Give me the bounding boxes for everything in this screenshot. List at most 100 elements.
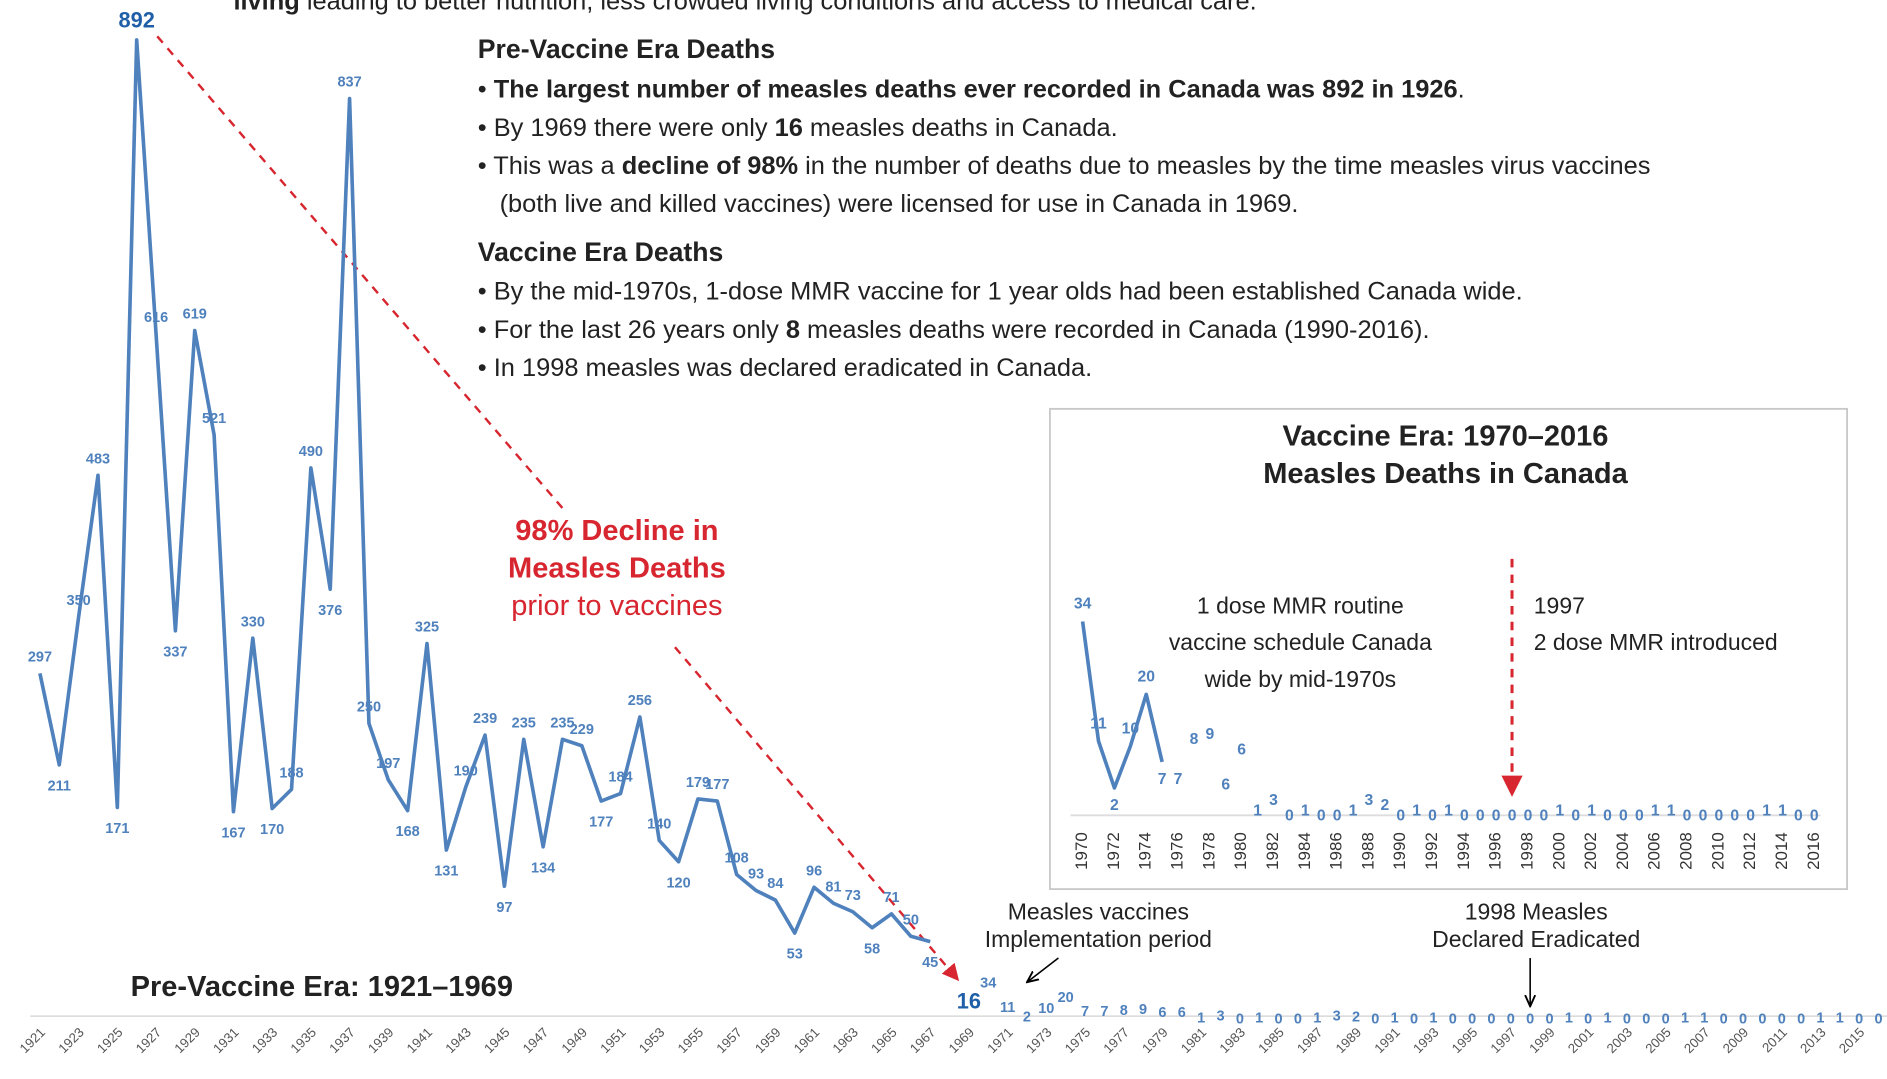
x-tick-label: 1984	[1295, 832, 1314, 870]
data-label: 1	[1762, 802, 1771, 819]
x-tick-label: 1937	[326, 1025, 358, 1057]
data-label: 8	[1190, 731, 1199, 748]
data-label: 58	[864, 941, 880, 957]
data-label: 0	[1730, 808, 1739, 825]
data-label: 53	[787, 947, 803, 963]
data-line	[38, 38, 931, 944]
bold-run: 16	[775, 114, 803, 142]
data-label: 20	[1058, 990, 1074, 1006]
data-label: 1	[1412, 802, 1421, 819]
data-label: 256	[628, 693, 652, 709]
x-tick-label: 1965	[868, 1025, 900, 1057]
x-tick-label: 1974	[1136, 832, 1155, 870]
x-tick-label: 2011	[1759, 1025, 1790, 1056]
x-tick-label: 1939	[365, 1025, 397, 1057]
data-label: 483	[86, 451, 110, 467]
section-heading: Pre-Vaccine Era Deaths	[478, 34, 775, 64]
data-label: 0	[1333, 808, 1342, 825]
bold-run: The largest number of measles deaths eve…	[494, 75, 1458, 103]
x-tick-label: 1953	[636, 1025, 668, 1057]
annotation: 1997	[1534, 592, 1585, 618]
data-label: 1	[1391, 1010, 1399, 1026]
data-label: 616	[144, 310, 168, 326]
data-label: 0	[1524, 808, 1533, 825]
x-tick-label: 1947	[520, 1025, 552, 1057]
data-label: 170	[260, 822, 284, 838]
data-label: 1	[1816, 1010, 1824, 1026]
x-tick-label: 2002	[1581, 832, 1600, 870]
x-tick-label: 1949	[559, 1025, 591, 1057]
data-label: 376	[318, 603, 342, 619]
data-label: 2	[1023, 1009, 1031, 1025]
bold-run: decline of 98%	[622, 152, 798, 180]
data-label: 0	[1699, 808, 1708, 825]
annotation: wide by mid-1970s	[1204, 666, 1397, 692]
data-label: 0	[1810, 808, 1819, 825]
data-label: 1	[1313, 1010, 1321, 1026]
data-label: 0	[1797, 1012, 1805, 1028]
x-tick-label: 2015	[1836, 1025, 1868, 1057]
x-tick-label: 1976	[1168, 832, 1187, 870]
data-label: 3	[1333, 1008, 1341, 1024]
data-label: 20	[1137, 669, 1155, 686]
x-tick-label: 1970	[1072, 832, 1091, 870]
bullet: • By the mid-1970s, 1-dose MMR vaccine f…	[478, 277, 1523, 305]
data-label: 1	[1253, 802, 1262, 819]
data-label: 96	[806, 863, 822, 879]
data-label: 1	[1836, 1010, 1844, 1026]
data-label: 6	[1178, 1005, 1186, 1021]
data-label: 0	[1492, 808, 1501, 825]
x-tick-label: 1921	[17, 1025, 49, 1057]
x-tick-label: 1959	[752, 1025, 784, 1057]
x-tick-label: 1931	[210, 1025, 242, 1057]
x-tick-label: 1929	[171, 1025, 203, 1057]
data-label: 0	[1855, 1012, 1863, 1028]
data-label: 81	[825, 879, 841, 895]
data-label: 0	[1476, 808, 1485, 825]
data-label: 93	[748, 867, 764, 883]
x-tick-label: 1945	[481, 1025, 513, 1057]
x-tick-label: 1925	[94, 1025, 126, 1057]
data-label: 3	[1269, 792, 1278, 809]
x-tick-label: 1993	[1410, 1025, 1442, 1057]
data-label: 0	[1294, 1012, 1302, 1028]
bullet: • This was a decline of 98% in the numbe…	[478, 152, 1651, 180]
x-tick-label: 2014	[1772, 832, 1791, 870]
data-label: 0	[1468, 1012, 1476, 1028]
data-label: 50	[903, 912, 919, 928]
data-label: 0	[1571, 808, 1580, 825]
data-label: 350	[67, 593, 91, 609]
data-label: 3	[1216, 1008, 1224, 1024]
x-tick-label: 2010	[1708, 832, 1727, 870]
x-tick-label: 1978	[1199, 832, 1218, 870]
data-label: 235	[512, 715, 536, 731]
data-label: 892	[119, 8, 155, 33]
data-label: 6	[1237, 741, 1246, 758]
text-run: • By 1969 there were only	[478, 114, 775, 142]
data-label: 1	[1429, 1010, 1437, 1026]
data-label: 177	[589, 815, 613, 831]
inset-title: Measles Deaths in Canada	[1263, 458, 1628, 490]
text-run: measles deaths in Canada.	[803, 114, 1118, 142]
x-tick-label: 1996	[1486, 832, 1505, 870]
x-tick-label: 1941	[404, 1025, 436, 1057]
x-tick-label: 2012	[1740, 832, 1759, 870]
bullet: • The largest number of measles deaths e…	[478, 75, 1465, 103]
data-label: 11	[1000, 1000, 1015, 1016]
data-label: 0	[1507, 1012, 1515, 1028]
data-label: 0	[1739, 1012, 1747, 1028]
annotation: Implementation period	[985, 926, 1212, 952]
x-tick-label: 2006	[1645, 832, 1664, 870]
data-label: 1	[1349, 802, 1358, 819]
bullet: • By 1969 there were only 16 measles dea…	[478, 114, 1118, 142]
text-run: (both live and killed vaccines) were lic…	[500, 190, 1299, 218]
x-tick-label: 1997	[1488, 1025, 1520, 1057]
x-tick-label: 1985	[1255, 1025, 1287, 1057]
text-run: •	[478, 75, 494, 103]
x-tick-label: 2000	[1549, 832, 1568, 870]
data-label: 0	[1317, 808, 1326, 825]
data-label: 8	[1120, 1003, 1128, 1019]
data-label: 1	[1565, 1010, 1573, 1026]
annotation: Declared Eradicated	[1432, 926, 1640, 952]
data-label: 7	[1100, 1004, 1108, 1020]
